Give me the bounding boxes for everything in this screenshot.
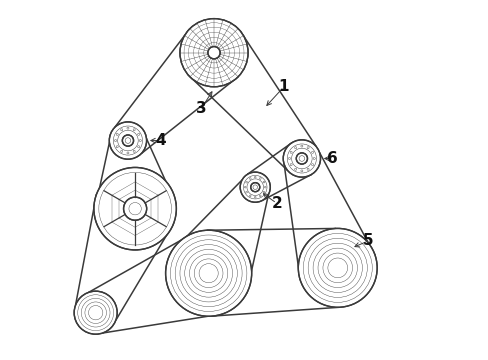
Circle shape [138, 133, 140, 135]
Circle shape [244, 186, 245, 188]
Circle shape [116, 146, 118, 148]
Circle shape [127, 152, 129, 154]
Circle shape [288, 157, 290, 159]
Circle shape [245, 192, 247, 193]
Circle shape [139, 140, 141, 141]
Circle shape [122, 135, 133, 146]
Circle shape [296, 153, 307, 164]
Circle shape [313, 157, 315, 159]
Circle shape [249, 195, 250, 197]
Circle shape [306, 147, 308, 149]
Circle shape [294, 147, 296, 149]
Circle shape [289, 164, 291, 166]
Circle shape [263, 181, 264, 183]
Circle shape [74, 291, 117, 334]
Circle shape [133, 150, 135, 152]
Circle shape [114, 140, 116, 141]
Circle shape [109, 122, 146, 159]
Text: 6: 6 [326, 151, 337, 166]
Circle shape [165, 230, 251, 316]
Circle shape [94, 167, 176, 250]
Text: 3: 3 [196, 101, 206, 116]
Circle shape [298, 228, 376, 307]
Circle shape [240, 172, 270, 202]
Circle shape [116, 133, 118, 135]
Circle shape [250, 183, 259, 192]
Circle shape [289, 151, 291, 153]
Circle shape [207, 46, 220, 59]
Text: 4: 4 [155, 133, 165, 148]
Circle shape [294, 168, 296, 170]
Circle shape [311, 151, 313, 153]
Circle shape [264, 186, 265, 188]
Text: 2: 2 [271, 196, 282, 211]
Circle shape [259, 195, 261, 197]
Circle shape [254, 176, 256, 178]
Circle shape [123, 197, 146, 220]
Circle shape [133, 129, 135, 131]
Circle shape [180, 19, 247, 87]
Circle shape [138, 146, 140, 148]
Circle shape [259, 178, 261, 179]
Text: 1: 1 [278, 79, 288, 94]
Circle shape [249, 178, 250, 179]
Circle shape [263, 192, 264, 193]
Circle shape [121, 129, 122, 131]
Circle shape [127, 127, 129, 129]
Circle shape [245, 181, 247, 183]
Text: 5: 5 [362, 234, 373, 248]
Circle shape [300, 145, 302, 147]
Circle shape [306, 168, 308, 170]
Circle shape [283, 140, 320, 177]
Circle shape [311, 164, 313, 166]
Circle shape [121, 150, 122, 152]
Circle shape [254, 196, 256, 198]
Circle shape [300, 170, 302, 172]
